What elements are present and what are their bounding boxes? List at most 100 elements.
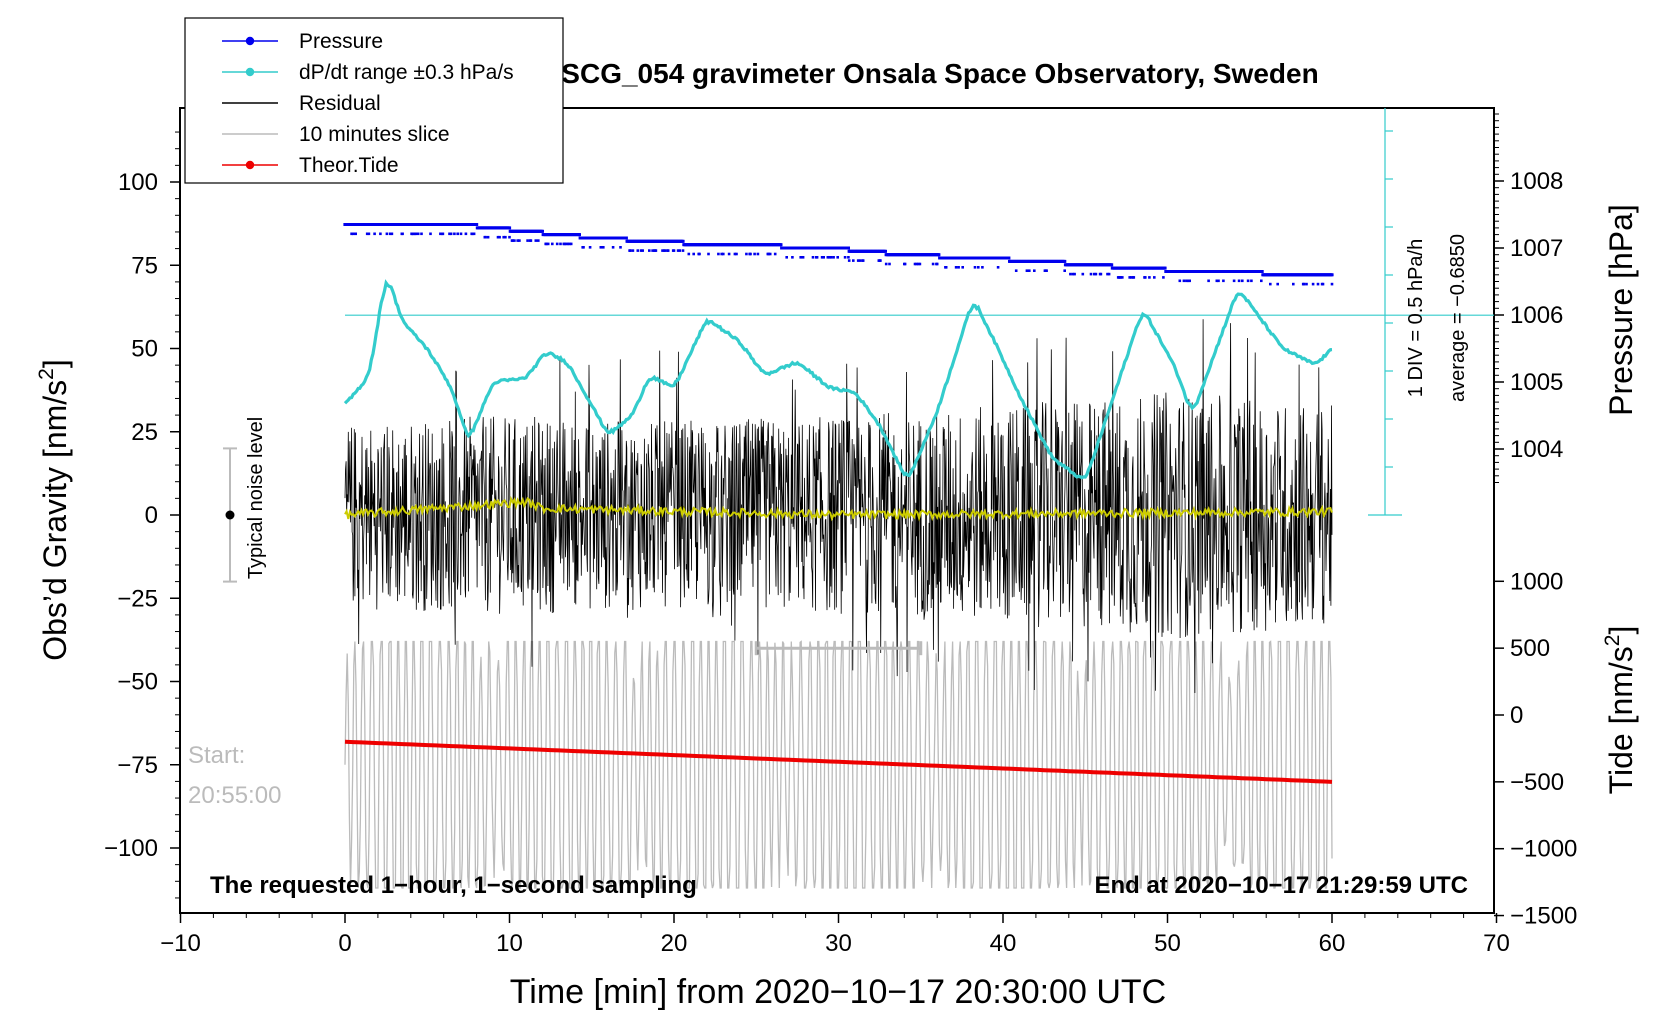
pressure-point (1045, 269, 1048, 272)
pressure-point (1188, 279, 1191, 283)
pressure-point (420, 232, 423, 236)
pressure-point (687, 252, 691, 256)
pressure-point (1321, 282, 1325, 286)
pressure-point (1107, 272, 1111, 276)
pressure-point (785, 256, 788, 259)
pressure-tick-label: 1005 (1510, 369, 1563, 396)
pressure-point (1025, 269, 1029, 272)
pressure-point (569, 242, 573, 246)
pressure-point (1237, 279, 1241, 283)
start-label: Start: (188, 742, 245, 769)
x-tick-label: 40 (990, 930, 1017, 957)
pressure-point (414, 232, 417, 236)
pressure-point (779, 243, 783, 247)
pressure-point (401, 232, 404, 236)
pressure-point (563, 242, 566, 246)
pressure-point (513, 239, 516, 242)
pressure-point (884, 262, 888, 266)
pressure-point (540, 229, 544, 233)
pressure-point (1033, 269, 1036, 272)
axis-ticks: −10 0 10 20 30 40 50 60 701007550250−25−50−75−10… (104, 113, 1577, 957)
pressure-point (1316, 282, 1320, 286)
pressure-point (913, 262, 917, 266)
pressure-point (937, 253, 941, 257)
pressure-point (767, 252, 770, 256)
y-tick-label: 50 (131, 336, 158, 363)
pressure-point (773, 252, 777, 256)
pressure-point (768, 252, 772, 256)
pressure-point (529, 239, 533, 242)
pressure-point (1099, 272, 1103, 276)
pressure-tick-label: 1006 (1510, 302, 1563, 329)
legend: Pressure dP/dt range ±0.3 hPa/s Residual 10… (184, 17, 564, 184)
x-tick-label: 70 (1483, 930, 1510, 957)
pressure-point (651, 249, 654, 252)
pressure-point (681, 249, 685, 252)
pressure-point (822, 256, 825, 259)
pressure-point (568, 242, 571, 246)
pressure-point (1269, 282, 1272, 286)
noise-level-center (225, 510, 235, 520)
pressure-point (1094, 272, 1098, 276)
pressure-point (1069, 272, 1072, 276)
pressure-point (471, 232, 474, 236)
pressure-point (496, 235, 500, 239)
pressure-point (1144, 276, 1147, 279)
pressure-point (619, 246, 622, 249)
pressure-point (453, 232, 456, 236)
pressure-point (545, 242, 548, 246)
pressure-point (631, 249, 635, 252)
pressure-point (504, 235, 507, 239)
pressure-point (977, 266, 980, 269)
pressure-point (648, 249, 651, 252)
dpdt-line (343, 279, 1333, 480)
pressure-point (791, 256, 794, 259)
pressure-point (692, 252, 695, 256)
pressure-point (1241, 279, 1244, 283)
pressure-point (915, 262, 918, 266)
start-time: 20:55:00 (188, 782, 281, 809)
dpdt-scale-note: 1 DIV = 0.5 hPa/h (1405, 239, 1427, 397)
pressure-point (745, 252, 748, 256)
pressure-point (666, 249, 670, 252)
pressure-point (957, 266, 960, 269)
pressure-point (502, 235, 505, 239)
pressure-point (1130, 276, 1133, 279)
y-axis-title-tide-main: Tide [nm/s (1603, 646, 1639, 794)
pressure-point (820, 256, 824, 259)
pressure-point (1330, 273, 1334, 277)
pressure-point (484, 235, 487, 239)
pressure-point (526, 239, 529, 242)
y-tick-label: 25 (131, 419, 158, 446)
pressure-point (1063, 259, 1067, 263)
pressure-point (733, 252, 737, 256)
chart-annotations-marks (223, 447, 923, 656)
pressure-point (832, 256, 835, 259)
pressure-point (1093, 272, 1096, 276)
pressure-point (903, 262, 907, 266)
pressure-point (1246, 279, 1250, 283)
x-tick-label: −10 (160, 930, 201, 957)
pressure-point (472, 232, 476, 236)
pressure-point (722, 252, 725, 256)
pressure-point (1162, 276, 1165, 279)
x-tick-label: 20 (661, 930, 688, 957)
dpdt-series (343, 108, 1494, 516)
pressure-point (753, 252, 756, 256)
residual-mean-series (344, 495, 1333, 522)
pressure-point (973, 266, 977, 269)
y-tick-label: −50 (117, 669, 158, 696)
pressure-point (373, 232, 376, 236)
pressure-point (826, 256, 830, 259)
legend-label: Theor.Tide (299, 154, 399, 177)
y-axis-title-pressure: Pressure [hPa] (1603, 204, 1639, 416)
pressure-point (918, 262, 922, 266)
y-tick-label: 0 (145, 502, 158, 529)
pressure-point (1106, 272, 1109, 276)
pressure-point (351, 232, 355, 236)
pressure-point (412, 232, 415, 236)
x-tick-label: 50 (1154, 930, 1181, 957)
pressure-point (654, 249, 658, 252)
pressure-tick-label: 1008 (1510, 168, 1563, 195)
pressure-point (944, 266, 948, 269)
